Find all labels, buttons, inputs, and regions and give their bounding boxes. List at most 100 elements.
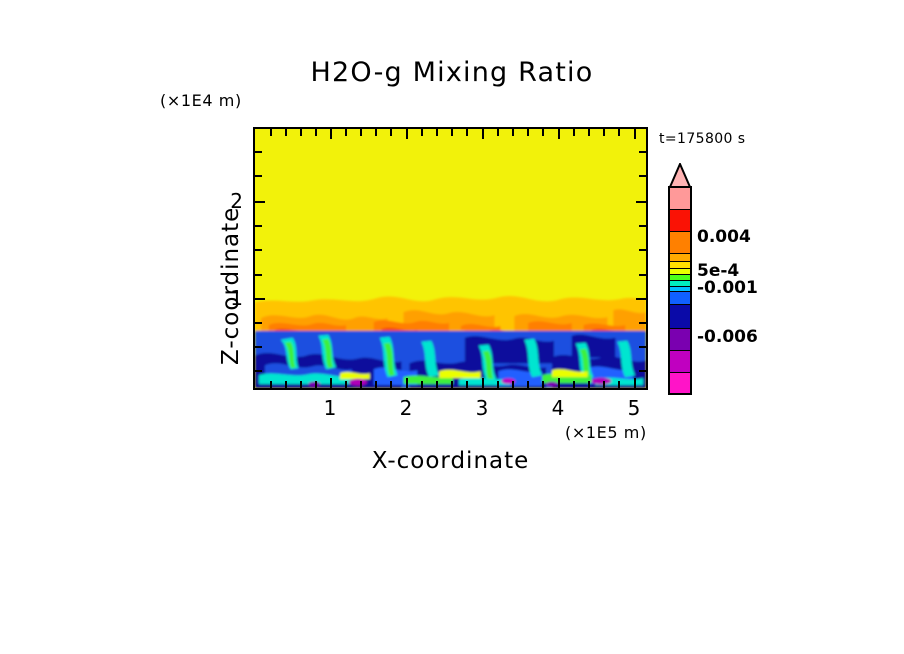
x-axis-unit-label: (×1E5 m): [565, 423, 647, 442]
colorbar-band: [670, 351, 690, 373]
x-top-minor-tick: [421, 129, 423, 136]
x-tick-label: 2: [399, 396, 413, 420]
y-major-tick: [255, 201, 265, 203]
y-right-minor-tick: [639, 249, 646, 251]
x-minor-tick: [512, 381, 514, 388]
x-major-tick: [558, 378, 560, 388]
colorbar-band: [670, 269, 690, 275]
x-major-tick: [330, 378, 332, 388]
y-major-tick: [255, 298, 265, 300]
x-top-minor-tick: [315, 129, 317, 136]
y-right-minor-tick: [639, 175, 646, 177]
x-top-minor-tick: [300, 129, 302, 136]
x-minor-tick: [375, 381, 377, 388]
colorbar-band: [670, 281, 690, 287]
x-top-major-tick: [634, 129, 636, 139]
x-tick-label: 4: [551, 396, 565, 420]
y-minor-tick: [255, 175, 262, 177]
y-right-minor-tick: [639, 225, 646, 227]
y-right-minor-tick: [639, 370, 646, 372]
x-top-minor-tick: [466, 129, 468, 136]
y-minor-tick: [255, 274, 262, 276]
x-top-minor-tick: [360, 129, 362, 136]
x-top-minor-tick: [270, 129, 272, 136]
x-top-minor-tick: [451, 129, 453, 136]
colorbar-band: [670, 373, 690, 393]
x-minor-tick: [527, 381, 529, 388]
x-top-minor-tick: [527, 129, 529, 136]
x-top-major-tick: [482, 129, 484, 139]
y-right-minor-tick: [639, 322, 646, 324]
y-right-major-tick: [636, 201, 646, 203]
x-axis-label: X-coordinate: [371, 448, 530, 474]
colorbar-tick-label: -0.001: [697, 278, 758, 298]
y-minor-tick: [255, 249, 262, 251]
colorbar-tick-label: 0.004: [697, 227, 751, 247]
x-major-tick: [406, 378, 408, 388]
x-minor-tick: [285, 381, 287, 388]
x-minor-tick: [360, 381, 362, 388]
y-right-minor-tick: [639, 151, 646, 153]
x-minor-tick: [466, 381, 468, 388]
x-top-minor-tick: [603, 129, 605, 136]
y-right-minor-tick: [639, 274, 646, 276]
y-tick-label: 1: [230, 286, 243, 310]
x-top-minor-tick: [375, 129, 377, 136]
x-top-minor-tick: [542, 129, 544, 136]
x-top-minor-tick: [436, 129, 438, 136]
x-major-tick: [482, 378, 484, 388]
x-top-major-tick: [406, 129, 408, 139]
x-top-major-tick: [558, 129, 560, 139]
x-minor-tick: [603, 381, 605, 388]
y-minor-tick: [255, 346, 262, 348]
y-minor-tick: [255, 322, 262, 324]
y-axis-unit-label: (×1E4 m): [160, 91, 242, 110]
x-minor-tick: [588, 381, 590, 388]
x-minor-tick: [618, 381, 620, 388]
x-minor-tick: [345, 381, 347, 388]
colorbar-band: [670, 210, 690, 232]
contour-field: [255, 129, 646, 388]
colorbar-overflow-tip: [668, 163, 692, 188]
colorbar-band: [670, 287, 690, 292]
colorbar-tick-label: -0.006: [697, 327, 758, 347]
colorbar-band: [670, 305, 690, 329]
colorbar-band: [670, 329, 690, 351]
x-minor-tick: [300, 381, 302, 388]
x-minor-tick: [451, 381, 453, 388]
x-tick-label: 1: [323, 396, 337, 420]
colorbar-band: [670, 262, 690, 269]
x-tick-label: 5: [627, 396, 641, 420]
x-minor-tick: [542, 381, 544, 388]
x-top-minor-tick: [588, 129, 590, 136]
x-top-minor-tick: [512, 129, 514, 136]
y-right-major-tick: [636, 298, 646, 300]
x-top-minor-tick: [573, 129, 575, 136]
x-minor-tick: [421, 381, 423, 388]
y-minor-tick: [255, 370, 262, 372]
x-minor-tick: [270, 381, 272, 388]
colorbar-band: [670, 254, 690, 262]
x-minor-tick: [497, 381, 499, 388]
colorbar-band: [670, 275, 690, 281]
contour-plot-area: [253, 127, 648, 390]
x-major-tick: [634, 378, 636, 388]
x-minor-tick: [315, 381, 317, 388]
x-top-minor-tick: [390, 129, 392, 136]
x-tick-label: 3: [475, 396, 489, 420]
colorbar[interactable]: [668, 186, 692, 395]
y-right-minor-tick: [639, 346, 646, 348]
y-minor-tick: [255, 225, 262, 227]
x-top-major-tick: [330, 129, 332, 139]
x-top-minor-tick: [345, 129, 347, 136]
x-minor-tick: [436, 381, 438, 388]
y-minor-tick: [255, 151, 262, 153]
x-minor-tick: [573, 381, 575, 388]
colorbar-band: [670, 232, 690, 254]
colorbar-band: [670, 292, 690, 305]
x-top-minor-tick: [285, 129, 287, 136]
timestamp-annotation: t=175800 s: [659, 131, 746, 147]
y-tick-label: 2: [230, 189, 243, 213]
page-title: H2O-g Mixing Ratio: [310, 57, 594, 88]
